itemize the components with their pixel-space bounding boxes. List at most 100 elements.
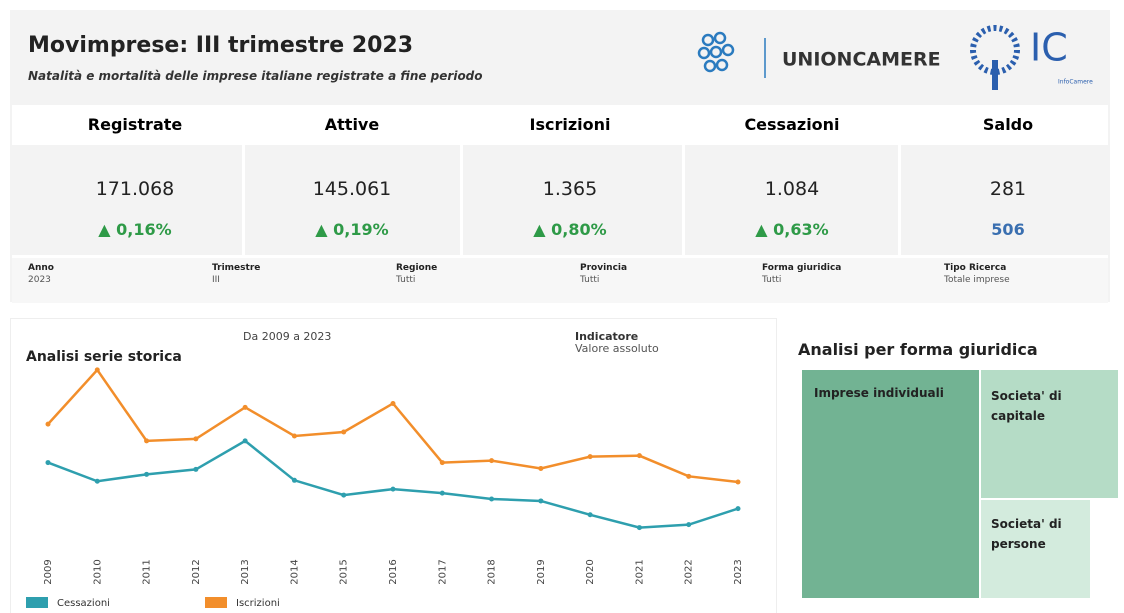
x-tick-label: 2011 (142, 559, 153, 584)
kpi-label: Registrate (35, 105, 235, 145)
point (94, 478, 100, 484)
x-tick-label: 2016 (388, 559, 399, 584)
point (538, 465, 544, 471)
filter-value: Tutti (580, 275, 600, 285)
series-line (47, 367, 739, 484)
x-tick-label: 2017 (437, 559, 448, 584)
title: Movimprese: III trimestre 2023 (28, 33, 414, 58)
point (735, 506, 741, 512)
kpi-label: Saldo (908, 105, 1108, 145)
point (291, 477, 297, 483)
treemap-cell (981, 500, 1090, 598)
kpi-value: 145.061 (312, 178, 392, 200)
point (587, 512, 593, 518)
point (193, 436, 199, 442)
point (45, 421, 51, 427)
x-tick-label: 2014 (289, 559, 300, 584)
series-line (47, 439, 739, 529)
point (45, 460, 51, 466)
range-label: Da 2009 a 2023 (243, 330, 332, 343)
point (242, 404, 248, 410)
point (686, 473, 692, 479)
point (94, 367, 100, 373)
kpi-change-value: 0,16% (116, 220, 172, 239)
point (390, 486, 396, 492)
infocamere-text: InfoCamere (1058, 79, 1093, 86)
series-panel (10, 318, 777, 613)
kpi-label: Attive (252, 105, 452, 145)
filter-label: Forma giuridica (762, 263, 842, 273)
legend-swatch (205, 597, 227, 608)
kpi-change: ▲ 0,16% (35, 220, 235, 239)
filter-value: III (212, 275, 220, 285)
point (735, 479, 741, 485)
treemap-label: Societa' di persone (991, 517, 1062, 551)
treemap-label: Imprese individuali (814, 386, 944, 400)
kpi-change: ▲ 0,63% (692, 220, 892, 239)
kpi-change-value: 0,19% (333, 220, 389, 239)
header-card (10, 10, 1110, 302)
legend-swatch (26, 597, 48, 608)
point (144, 438, 150, 444)
point (587, 454, 593, 460)
ic-text: IC (1030, 26, 1068, 70)
kpi-value: 281 (989, 178, 1027, 200)
treemap-title: Analisi per forma giuridica (798, 340, 1038, 359)
x-tick-label: 2022 (684, 559, 695, 584)
x-tick-label: 2019 (536, 559, 547, 584)
kpi-label: Iscrizioni (470, 105, 670, 145)
x-tick-label: 2010 (92, 559, 103, 584)
point (390, 400, 396, 406)
point (242, 438, 248, 444)
x-tick-label: 2012 (191, 559, 202, 584)
kpi-value: 1.084 (764, 178, 820, 200)
up-arrow: ▲ (98, 220, 117, 239)
indicator-value: Valore assoluto (575, 342, 659, 355)
filter-value: 2023 (28, 275, 51, 285)
kpi-separator (242, 145, 245, 255)
x-tick-label: 2018 (487, 559, 498, 584)
point (489, 458, 495, 464)
point (144, 471, 150, 477)
filter-label: Anno (28, 263, 54, 273)
x-tick-label: 2015 (339, 559, 350, 584)
filter-value: Tutti (762, 275, 782, 285)
x-tick-label: 2020 (585, 559, 596, 584)
up-arrow: ▲ (315, 220, 334, 239)
point (636, 525, 642, 531)
filter-label: Trimestre (212, 263, 261, 273)
kpi-value: 171.068 (95, 178, 175, 200)
kpi-label: Cessazioni (692, 105, 892, 145)
filter-value: Totale imprese (944, 275, 1010, 285)
legend-label: Cessazioni (57, 598, 110, 609)
legend-label: Iscrizioni (236, 598, 280, 609)
filter-label: Tipo Ricerca (944, 263, 1007, 273)
chart-title: Analisi serie storica (26, 349, 182, 365)
treemap-cell (802, 370, 979, 598)
tree-logo (970, 25, 1020, 90)
point (193, 466, 199, 472)
filter-label: Provincia (580, 263, 628, 273)
unioncamere-text: UNIONCAMERE (782, 49, 941, 71)
point (291, 433, 297, 439)
filter-label: Regione (396, 263, 438, 273)
unioncamere-logo (697, 31, 735, 73)
x-tick-label: 2009 (43, 559, 54, 584)
kpi-change-value: 0,80% (551, 220, 607, 239)
filter-value: Tutti (396, 275, 416, 285)
kpi-change: 506 (991, 220, 1025, 239)
point (489, 496, 495, 502)
point (341, 429, 347, 435)
kpi-separator (898, 145, 901, 255)
treemap-label: Societa' di capitale (991, 389, 1062, 423)
point (439, 490, 445, 496)
x-tick-label: 2013 (240, 559, 251, 584)
kpi-change: ▲ 0,80% (470, 220, 670, 239)
kpi-change-value: 0,63% (773, 220, 829, 239)
x-tick-label: 2023 (733, 559, 744, 584)
treemap-cell (981, 370, 1118, 498)
kpi-separator (460, 145, 463, 255)
subtitle: Natalità e mortalità delle imprese itali… (28, 69, 483, 83)
kpi-separator (682, 145, 685, 255)
